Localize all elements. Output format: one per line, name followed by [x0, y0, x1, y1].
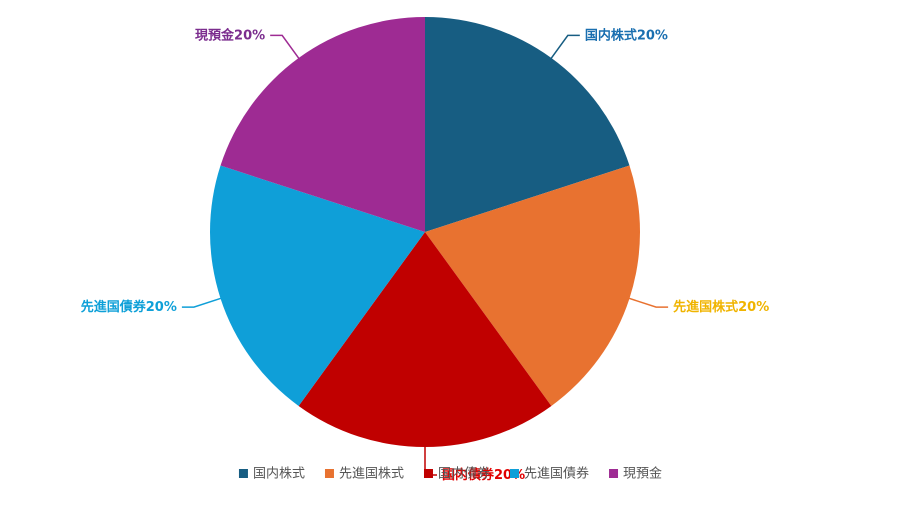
label-value: 20% — [146, 300, 177, 315]
legend-label: 先進国債券 — [524, 466, 589, 482]
label-category: 現預金 — [195, 27, 235, 43]
legend-label: 現預金 — [623, 466, 662, 482]
legend-label: 先進国株式 — [339, 467, 404, 482]
legend-swatch — [609, 469, 619, 478]
data-label: 国内株式20% — [585, 27, 668, 43]
leader-line — [549, 34, 580, 61]
data-label: 先進国株式20% — [673, 299, 769, 315]
data-label: 先進国債券20% — [81, 299, 177, 315]
label-value: 20% — [494, 468, 525, 483]
label-value: 20% — [637, 28, 668, 43]
leader-line — [181, 297, 223, 308]
label-category: 先進国債券 — [81, 299, 147, 315]
pie-slice — [298, 232, 552, 448]
leader-line — [270, 34, 301, 61]
label-value: 20% — [738, 300, 769, 315]
data-label: 現預金20% — [195, 27, 265, 43]
pie-slice — [210, 165, 425, 406]
legend-swatch — [238, 469, 248, 478]
pie-slice — [425, 17, 630, 232]
label-value: 20% — [234, 28, 265, 43]
legend-swatch — [510, 469, 520, 478]
legend-swatch — [423, 469, 433, 478]
legend-swatch — [324, 469, 334, 478]
label-category: 国内債券 — [442, 467, 495, 483]
pie-slice — [220, 17, 425, 232]
label-category: 国内株式 — [585, 27, 637, 43]
pie-slice — [425, 165, 641, 406]
legend: 国内株式 先進国株式 国内債券 先進国債券 現預金 — [238, 466, 662, 482]
label-category: 先進国株式 — [673, 299, 738, 315]
legend-label: 国内株式 — [253, 466, 305, 482]
legend-label: 国内債券 — [438, 466, 490, 482]
leader-line — [627, 297, 669, 308]
